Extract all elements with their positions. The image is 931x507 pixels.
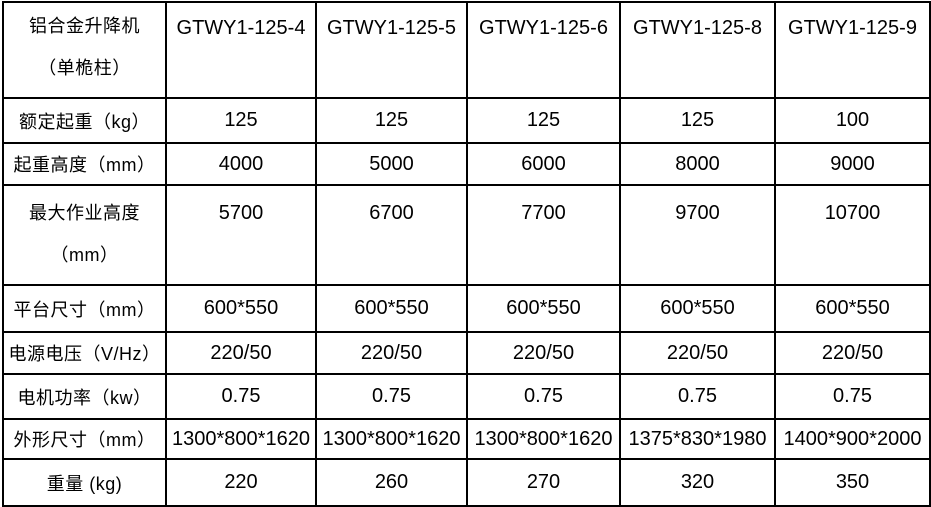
table-header-row: 铝合金升降机 （单桅柱） GTWY1-125-4 GTWY1-125-5 GTW…: [2, 1, 931, 99]
table-title-line1: 铝合金升降机: [29, 16, 140, 36]
row-label-platform-size: 平台尺寸（mm）: [2, 284, 167, 333]
cell-lifting-height-2: 5000: [315, 142, 468, 186]
table-title-line2: （单桅柱）: [38, 58, 131, 78]
cell-motor-power-5: 0.75: [774, 373, 931, 420]
cell-power-voltage-1: 220/50: [165, 331, 317, 375]
cell-rated-load-2: 125: [315, 97, 468, 144]
cell-max-working-height-5: 10700: [774, 184, 931, 286]
row-label-weight: 重量 (kg): [2, 458, 167, 507]
cell-motor-power-2: 0.75: [315, 373, 468, 420]
cell-max-working-height-4: 9700: [619, 184, 776, 286]
cell-weight-2: 260: [315, 458, 468, 507]
row-label-max-working-height-line2: （mm）: [50, 245, 119, 265]
cell-platform-size-3: 600*550: [466, 284, 621, 333]
cell-motor-power-3: 0.75: [466, 373, 621, 420]
row-label-power-voltage: 电源电压（V/Hz）: [2, 331, 167, 375]
table-row-motor-power: 电机功率（kw） 0.75 0.75 0.75 0.75 0.75: [2, 373, 931, 420]
cell-platform-size-4: 600*550: [619, 284, 776, 333]
table-row-platform-size: 平台尺寸（mm） 600*550 600*550 600*550 600*550…: [2, 284, 931, 333]
model-header-1: GTWY1-125-4: [165, 1, 317, 99]
cell-lifting-height-3: 6000: [466, 142, 621, 186]
cell-overall-dimensions-1: 1300*800*1620: [165, 418, 317, 460]
row-label-max-working-height-line1: 最大作业高度: [29, 203, 140, 223]
cell-rated-load-4: 125: [619, 97, 776, 144]
cell-overall-dimensions-3: 1300*800*1620: [466, 418, 621, 460]
model-header-4: GTWY1-125-8: [619, 1, 776, 99]
cell-motor-power-1: 0.75: [165, 373, 317, 420]
cell-platform-size-2: 600*550: [315, 284, 468, 333]
row-label-max-working-height: 最大作业高度 （mm）: [2, 184, 167, 286]
model-header-2: GTWY1-125-5: [315, 1, 468, 99]
cell-lifting-height-4: 8000: [619, 142, 776, 186]
cell-max-working-height-1: 5700: [165, 184, 317, 286]
cell-overall-dimensions-5: 1400*900*2000: [774, 418, 931, 460]
cell-platform-size-5: 600*550: [774, 284, 931, 333]
cell-weight-1: 220: [165, 458, 317, 507]
cell-power-voltage-3: 220/50: [466, 331, 621, 375]
cell-lifting-height-1: 4000: [165, 142, 317, 186]
cell-lifting-height-5: 9000: [774, 142, 931, 186]
cell-rated-load-5: 100: [774, 97, 931, 144]
cell-weight-5: 350: [774, 458, 931, 507]
cell-platform-size-1: 600*550: [165, 284, 317, 333]
table-row-weight: 重量 (kg) 220 260 270 320 350: [2, 458, 931, 507]
cell-power-voltage-4: 220/50: [619, 331, 776, 375]
row-label-motor-power: 电机功率（kw）: [2, 373, 167, 420]
table-row-overall-dimensions: 外形尺寸（mm） 1300*800*1620 1300*800*1620 130…: [2, 418, 931, 460]
cell-max-working-height-2: 6700: [315, 184, 468, 286]
cell-overall-dimensions-4: 1375*830*1980: [619, 418, 776, 460]
table-row-lifting-height: 起重高度（mm） 4000 5000 6000 8000 9000: [2, 142, 931, 186]
cell-weight-3: 270: [466, 458, 621, 507]
row-label-rated-load: 额定起重（kg）: [2, 97, 167, 144]
cell-power-voltage-5: 220/50: [774, 331, 931, 375]
cell-weight-4: 320: [619, 458, 776, 507]
model-header-5: GTWY1-125-9: [774, 1, 931, 99]
table-title-cell: 铝合金升降机 （单桅柱）: [2, 1, 167, 99]
cell-rated-load-1: 125: [165, 97, 317, 144]
cell-rated-load-3: 125: [466, 97, 621, 144]
table-row-power-voltage: 电源电压（V/Hz） 220/50 220/50 220/50 220/50 2…: [2, 331, 931, 375]
row-label-lifting-height: 起重高度（mm）: [2, 142, 167, 186]
table-row-max-working-height: 最大作业高度 （mm） 5700 6700 7700 9700 10700: [2, 184, 931, 286]
cell-max-working-height-3: 7700: [466, 184, 621, 286]
model-header-3: GTWY1-125-6: [466, 1, 621, 99]
cell-overall-dimensions-2: 1300*800*1620: [315, 418, 468, 460]
row-label-overall-dimensions: 外形尺寸（mm）: [2, 418, 167, 460]
cell-motor-power-4: 0.75: [619, 373, 776, 420]
table-row-rated-load: 额定起重（kg） 125 125 125 125 100: [2, 97, 931, 144]
cell-power-voltage-2: 220/50: [315, 331, 468, 375]
